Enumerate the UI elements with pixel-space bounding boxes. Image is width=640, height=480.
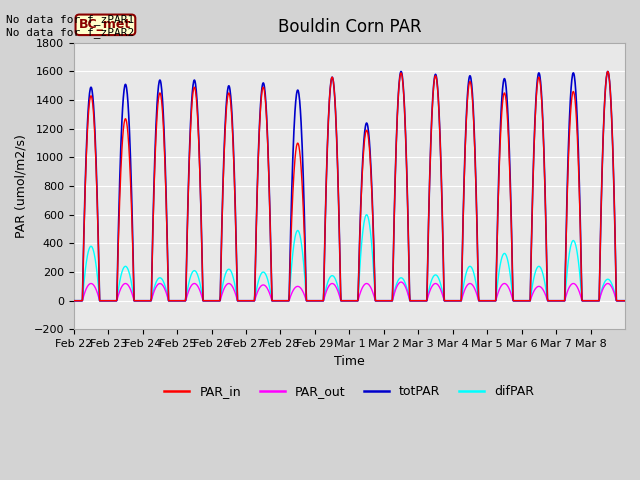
X-axis label: Time: Time — [334, 355, 365, 368]
Y-axis label: PAR (umol/m2/s): PAR (umol/m2/s) — [15, 134, 28, 238]
Text: BC_met: BC_met — [79, 18, 132, 31]
Text: No data for f_zPAR1
No data for f_zPAR2: No data for f_zPAR1 No data for f_zPAR2 — [6, 14, 134, 38]
Legend: PAR_in, PAR_out, totPAR, difPAR: PAR_in, PAR_out, totPAR, difPAR — [159, 380, 540, 403]
Title: Bouldin Corn PAR: Bouldin Corn PAR — [278, 18, 421, 36]
